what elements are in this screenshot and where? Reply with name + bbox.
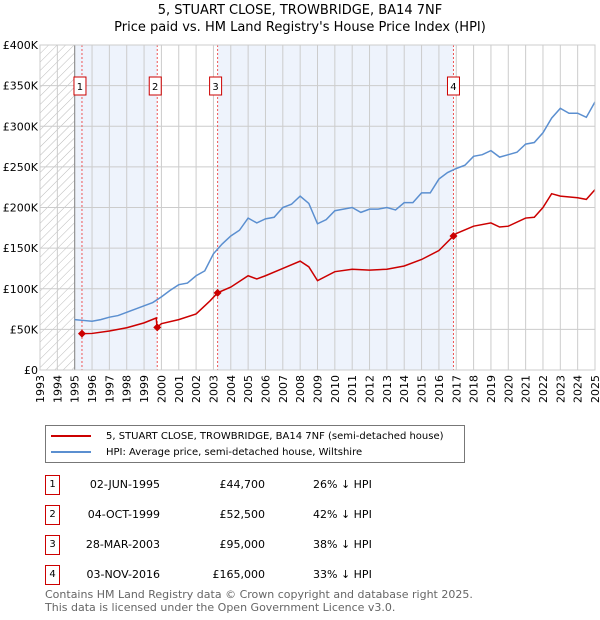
x-tick-label: 2019	[485, 375, 498, 403]
y-tick-label: £50K	[10, 323, 39, 336]
sale-marker-box	[446, 76, 460, 96]
sale-point	[449, 231, 458, 240]
legend: 5, STUART CLOSE, TROWBRIDGE, BA14 7NF (s…	[45, 425, 465, 463]
sale-marker-label: 2	[152, 82, 158, 93]
sale-hpi-diff: 26% ↓ HPI	[313, 478, 372, 491]
x-tick-label: 1997	[103, 375, 116, 403]
sale-hpi-diff: 33% ↓ HPI	[313, 568, 372, 581]
x-tick-label: 2025	[589, 375, 600, 403]
sale-price: £52,500	[219, 508, 266, 521]
plot-border	[39, 44, 596, 371]
x-tick-label: 2023	[554, 375, 567, 403]
x-tick-label: 2009	[312, 375, 325, 403]
sale-price: £44,700	[219, 478, 266, 491]
sale-date: 03-NOV-2016	[86, 568, 160, 581]
sale-number-badge: 2	[45, 505, 60, 525]
x-tick-label: 2000	[155, 375, 168, 403]
sale-date: 28-MAR-2003	[85, 538, 160, 551]
x-tick-label: 2020	[502, 375, 515, 403]
x-tick-label: 2011	[346, 375, 359, 403]
sale-date: 02-JUN-1995	[89, 478, 160, 491]
x-tick-label: 2015	[416, 375, 429, 403]
x-tick-label: 1996	[86, 375, 99, 403]
sale-row: 2 04-OCT-1999 £52,500 42% ↓ HPI	[45, 505, 465, 527]
x-tick-label: 2006	[259, 375, 272, 403]
x-tick-label: 1993	[34, 375, 47, 403]
y-tick-label: £250K	[3, 161, 39, 174]
legend-item-property: 5, STUART CLOSE, TROWBRIDGE, BA14 7NF (s…	[51, 429, 444, 443]
legend-item-hpi: HPI: Average price, semi-detached house,…	[51, 445, 362, 459]
x-tick-label: 2002	[190, 375, 203, 403]
y-tick-label: £200K	[3, 202, 39, 215]
chart-title: 5, STUART CLOSE, TROWBRIDGE, BA14 7NF	[157, 3, 443, 18]
x-tick-label: 2013	[381, 375, 394, 403]
y-tick-label: £300K	[3, 120, 39, 133]
y-tick-label: £100K	[3, 283, 39, 296]
y-tick-label: £0	[24, 364, 38, 377]
legend-label: HPI: Average price, semi-detached house,…	[106, 446, 363, 458]
y-tick-label: £150K	[3, 242, 39, 255]
x-tick-label: 2007	[277, 375, 290, 403]
hpi-line	[74, 101, 596, 323]
x-tick-label: 2012	[364, 375, 377, 403]
legend-label: 5, STUART CLOSE, TROWBRIDGE, BA14 7NF (s…	[106, 430, 444, 442]
red-line-swatch	[51, 435, 91, 437]
x-tick-label: 2004	[225, 375, 238, 403]
blue-line-swatch	[51, 451, 91, 453]
x-tick-label: 2016	[433, 375, 446, 403]
x-tick-label: 2024	[572, 375, 585, 403]
sale-row: 1 02-JUN-1995 £44,700 26% ↓ HPI	[45, 475, 465, 497]
sale-point	[213, 288, 222, 297]
x-tick-label: 2014	[398, 375, 411, 403]
sale-marker-box	[209, 76, 223, 96]
sale-marker-label: 1	[77, 82, 83, 93]
x-tick-label: 2010	[329, 375, 342, 403]
sale-point	[77, 329, 86, 338]
sale-hpi-diff: 38% ↓ HPI	[313, 538, 372, 551]
y-tick-label: £350K	[3, 80, 39, 93]
x-tick-label: 2018	[468, 375, 481, 403]
price-chart: 1993 1994 1995 1996 1997 1998 1999 2000 2001 2002…	[3, 39, 600, 403]
footer: Contains HM Land Registry data © Crown c…	[45, 588, 473, 614]
footer-line: This data is licensed under the Open Gov…	[45, 601, 396, 614]
sale-marker-box	[73, 76, 87, 96]
sale-price: £95,000	[219, 538, 266, 551]
x-tick-label: 2003	[207, 375, 220, 403]
x-tick-label: 1994	[51, 375, 64, 403]
sale-point	[153, 323, 162, 332]
x-tick-label: 2008	[294, 375, 307, 403]
sale-marker-label: 4	[450, 82, 456, 93]
sale-date: 04-OCT-1999	[87, 508, 160, 521]
x-tick-label: 2001	[173, 375, 186, 403]
sale-marker-box	[148, 76, 162, 96]
x-tick-label: 1999	[138, 375, 151, 403]
sale-number-badge: 1	[45, 475, 60, 495]
x-tick-label: 2017	[450, 375, 463, 403]
x-tick-label: 2005	[242, 375, 255, 403]
sale-hpi-diff: 42% ↓ HPI	[313, 508, 372, 521]
x-tick-label: 2021	[520, 375, 533, 403]
x-tick-label: 1998	[121, 375, 134, 403]
y-tick-label: £400K	[3, 39, 39, 52]
chart-subtitle: Price paid vs. HM Land Registry's House …	[114, 20, 486, 35]
sale-price: £165,000	[212, 568, 266, 581]
x-tick-label: 1995	[69, 375, 82, 403]
property-price-line	[81, 189, 596, 335]
x-tick-label: 2022	[537, 375, 550, 403]
footer-line: Contains HM Land Registry data © Crown c…	[45, 588, 473, 601]
sale-row: 3 28-MAR-2003 £95,000 38% ↓ HPI	[45, 535, 465, 557]
sale-row: 4 03-NOV-2016 £165,000 33% ↓ HPI	[45, 565, 465, 587]
sale-number-badge: 4	[45, 565, 60, 585]
sale-marker-label: 3	[212, 82, 218, 93]
sale-number-badge: 3	[45, 535, 60, 555]
